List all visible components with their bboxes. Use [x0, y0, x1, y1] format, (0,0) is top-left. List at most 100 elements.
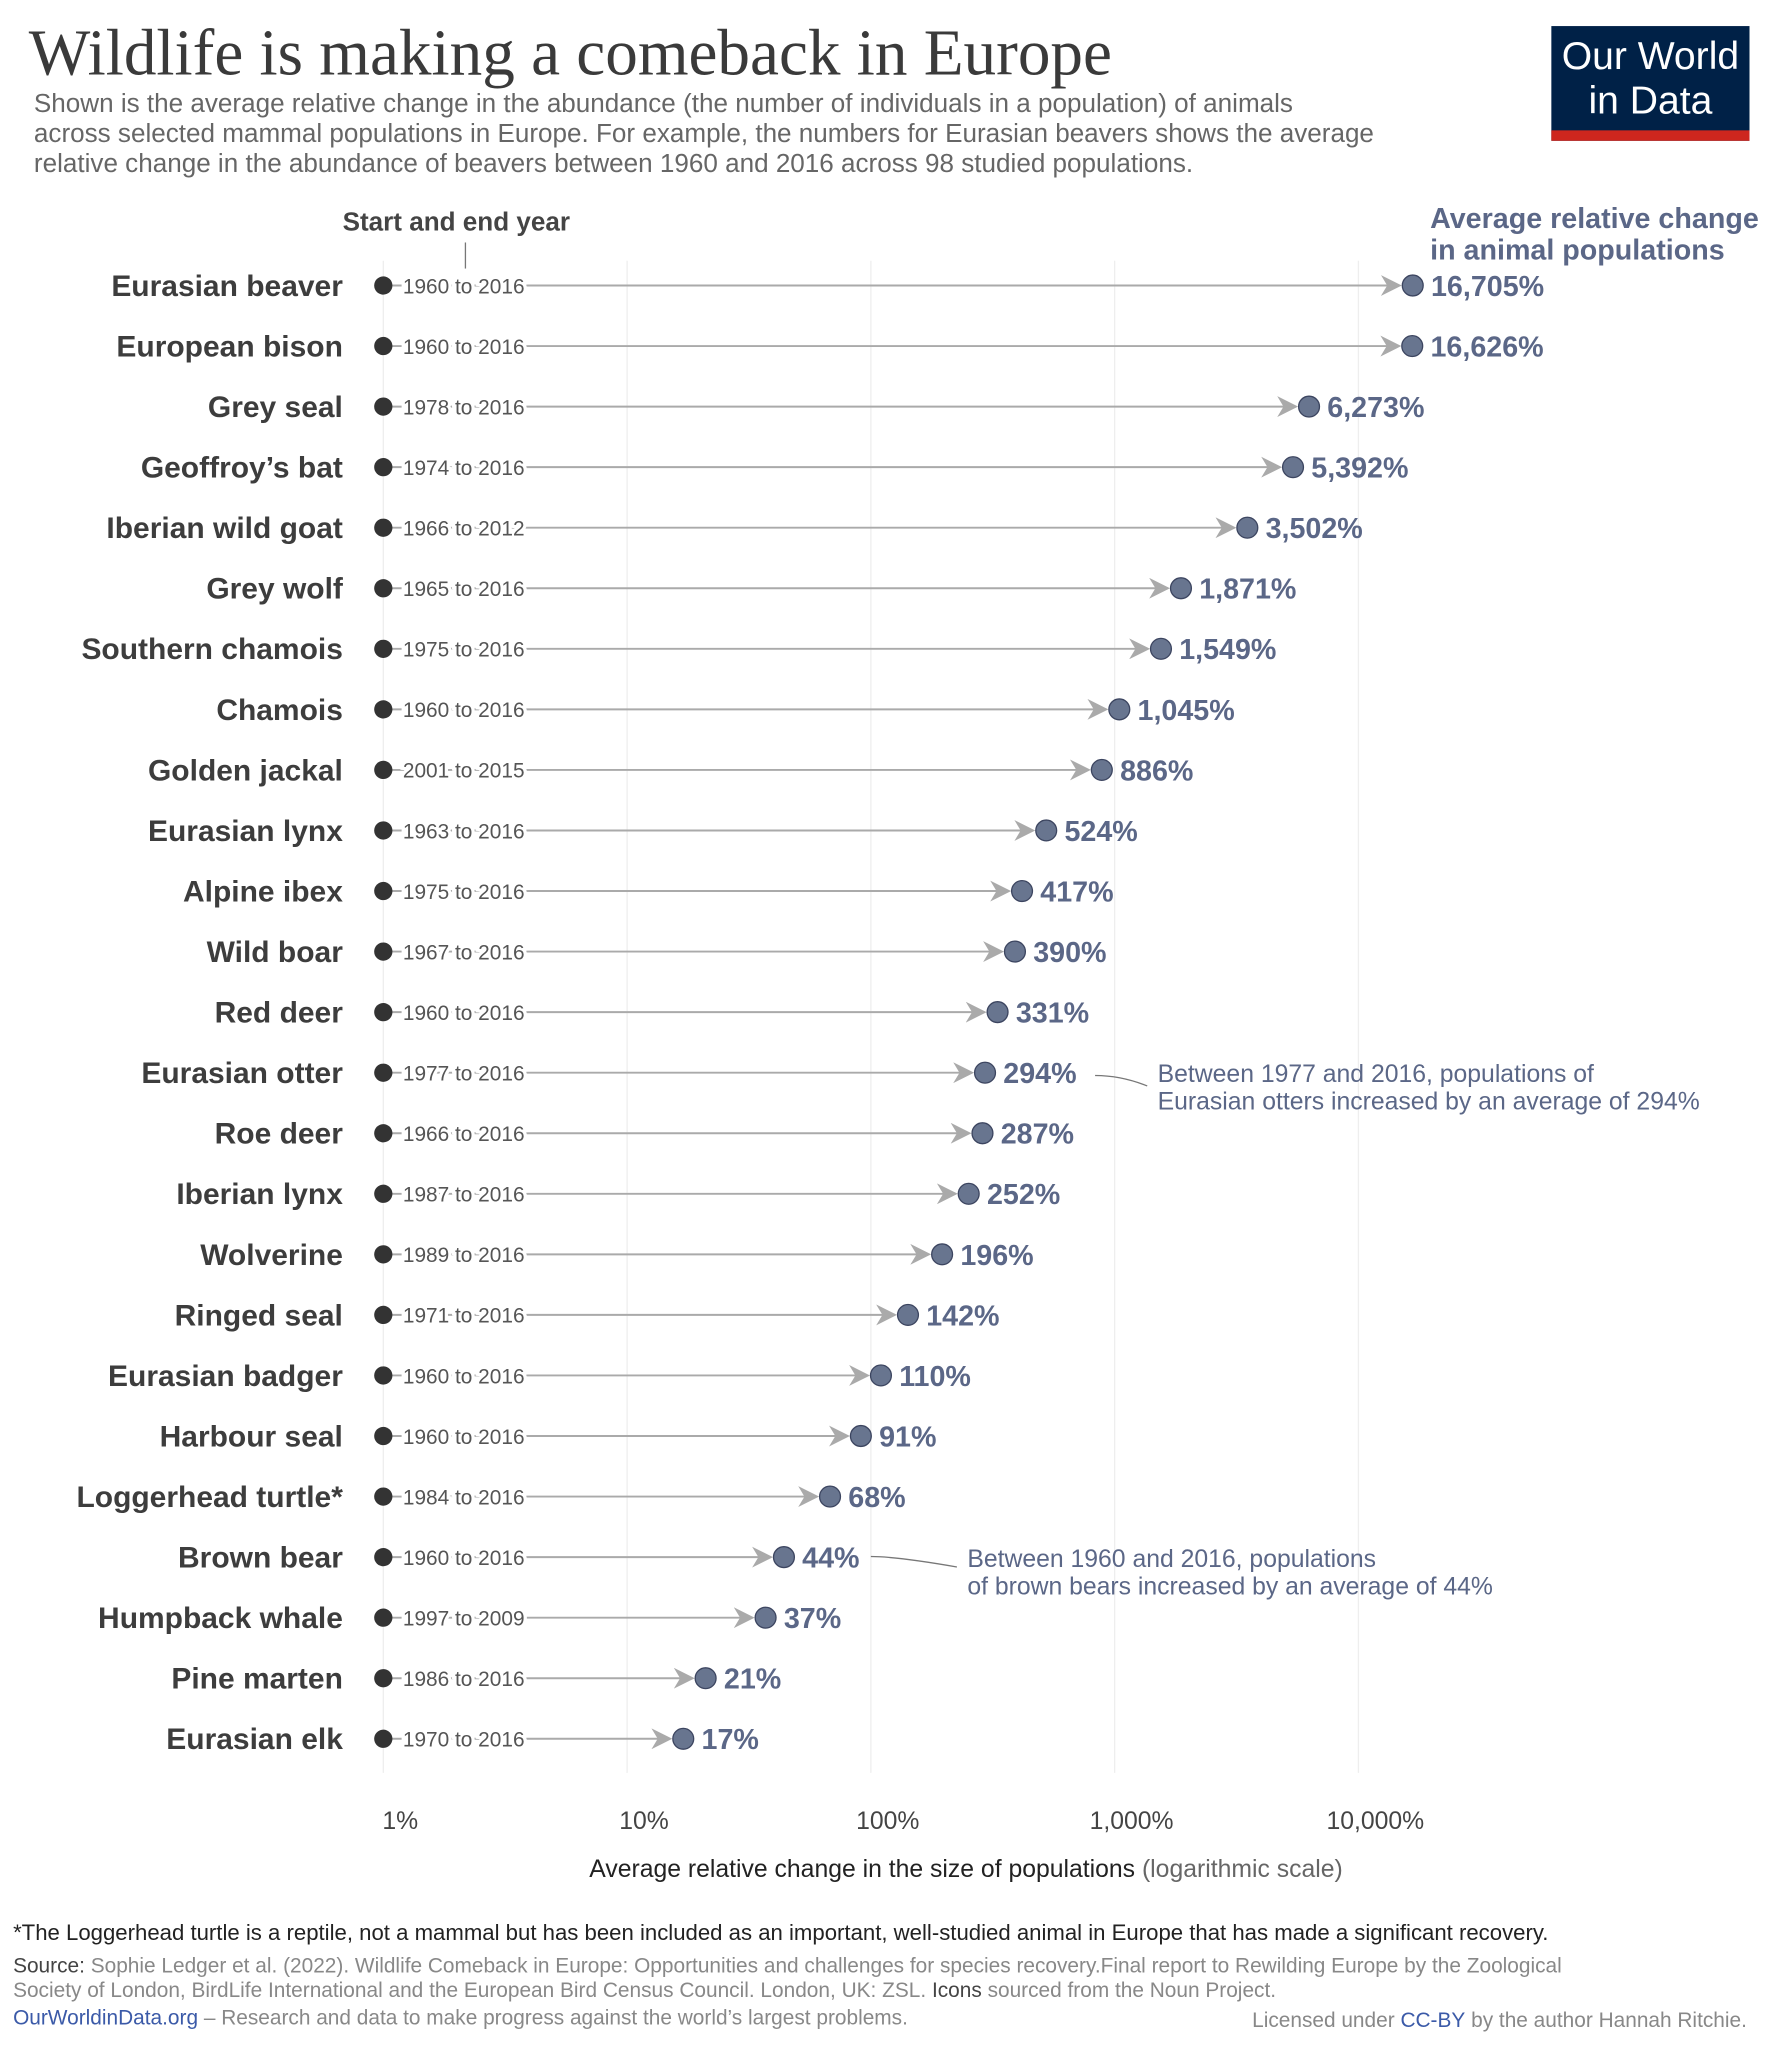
start-dot — [374, 1184, 393, 1203]
end-dot — [896, 1303, 920, 1326]
category-label: Alpine ibex — [183, 875, 343, 908]
end-dot — [869, 1364, 893, 1387]
value-label: 417% — [1040, 876, 1113, 908]
period-header: Start and end year — [343, 207, 570, 237]
period-label: 1974 to 2016 — [403, 457, 525, 480]
subtitle: Shown is the average relative change in … — [34, 88, 1293, 118]
category-label: European bison — [116, 330, 342, 363]
value-label: 287% — [1001, 1119, 1074, 1151]
end-dot — [1236, 516, 1259, 539]
value-label: 17% — [702, 1724, 759, 1756]
category-label: Ringed seal — [175, 1299, 343, 1332]
annotation: Eurasian otters increased by an average … — [1158, 1088, 1700, 1115]
end-dot — [1108, 698, 1131, 721]
value-label: 6,273% — [1327, 392, 1424, 424]
site-link[interactable]: OurWorldinData.org — [13, 2007, 198, 2030]
end-dot — [1401, 274, 1424, 297]
license-link[interactable]: CC-BY — [1400, 2009, 1465, 2032]
period-label: 1997 to 2009 — [403, 1607, 525, 1630]
start-dot — [374, 821, 393, 840]
start-dot — [374, 1003, 393, 1022]
value-label: 37% — [784, 1603, 841, 1635]
value-label: 44% — [802, 1543, 859, 1575]
period-label: 1967 to 2016 — [403, 941, 525, 964]
subtitle: across selected mammal populations in Eu… — [34, 118, 1374, 148]
period-label: 1987 to 2016 — [403, 1184, 525, 1207]
category-label: Red deer — [215, 997, 344, 1030]
start-dot — [374, 1366, 393, 1385]
period-label: 1978 to 2016 — [403, 396, 525, 419]
period-label: 1960 to 2016 — [403, 1547, 525, 1570]
site-text: – Research and data to make progress aga… — [204, 2007, 908, 2030]
start-dot — [374, 579, 393, 598]
value-label: 21% — [724, 1664, 781, 1696]
chart-title: Wildlife is making a comeback in Europe — [29, 17, 1112, 89]
icons-text: sourced from the Noun Project. — [988, 1979, 1276, 2002]
category-label: Roe deer — [215, 1118, 344, 1151]
start-dot — [374, 1305, 393, 1325]
start-dot — [374, 1063, 393, 1082]
annotation-connector — [870, 1555, 958, 1568]
period-label: 1963 to 2016 — [403, 820, 525, 843]
start-dot — [374, 639, 393, 658]
category-label: Pine marten — [171, 1663, 343, 1696]
value-label: 390% — [1033, 937, 1106, 969]
category-label: Grey wolf — [206, 573, 344, 606]
value-label: 1,045% — [1138, 695, 1235, 727]
value-header: Average relative change — [1430, 203, 1759, 235]
annotation: Between 1977 and 2016, populations of — [1158, 1061, 1594, 1088]
period-label: 2001 to 2015 — [403, 760, 525, 783]
period-label: 1965 to 2016 — [403, 578, 525, 601]
x-tick-label: 1,000% — [1090, 1808, 1174, 1835]
period-label: 1989 to 2016 — [403, 1244, 525, 1267]
value-label: 5,392% — [1311, 453, 1408, 485]
category-label: Eurasian otter — [141, 1057, 343, 1090]
period-label: 1970 to 2016 — [403, 1729, 525, 1752]
value-header: in animal populations — [1430, 234, 1725, 266]
license-post: by the author Hannah Ritchie. — [1471, 2009, 1747, 2032]
category-label: Chamois — [216, 694, 343, 727]
end-dot — [772, 1546, 796, 1569]
start-dot — [374, 1487, 393, 1506]
source-text: Society of London, BirdLife Internationa… — [13, 1979, 926, 2002]
value-label: 294% — [1003, 1058, 1076, 1090]
start-dot — [374, 1608, 393, 1627]
end-dot — [1090, 758, 1113, 782]
category-label: Loggerhead turtle* — [76, 1481, 343, 1514]
x-tick-label: 10% — [619, 1808, 669, 1835]
category-label: Eurasian beaver — [111, 270, 343, 303]
start-dot — [374, 881, 393, 901]
value-label: 524% — [1064, 816, 1137, 848]
period-label: 1975 to 2016 — [403, 881, 525, 904]
value-label: 196% — [960, 1240, 1033, 1272]
period-label: 1966 to 2012 — [403, 518, 525, 541]
start-dot — [374, 1729, 393, 1748]
period-label: 1960 to 2016 — [403, 1365, 525, 1388]
category-label: Golden jackal — [148, 754, 343, 787]
value-label: 110% — [899, 1361, 971, 1393]
category-label: Eurasian lynx — [148, 815, 343, 848]
end-dot — [1010, 879, 1034, 903]
period-label: 1986 to 2016 — [403, 1668, 525, 1691]
start-dot — [374, 1547, 393, 1567]
start-dot — [374, 336, 393, 356]
license-pre: Licensed under — [1252, 2009, 1395, 2032]
period-label: 1960 to 2016 — [403, 1426, 525, 1449]
period-label: 1977 to 2016 — [403, 1063, 525, 1086]
value-label: 886% — [1120, 755, 1193, 787]
period-label: 1975 to 2016 — [403, 639, 525, 662]
period-label: 1960 to 2016 — [403, 336, 525, 359]
end-dot — [849, 1424, 872, 1448]
category-label: Wolverine — [200, 1239, 343, 1272]
period-label: 1960 to 2016 — [403, 699, 525, 722]
period-label: 1960 to 2016 — [403, 1002, 525, 1025]
end-dot — [1003, 940, 1027, 963]
annotation-connector — [1095, 1074, 1148, 1087]
end-dot — [818, 1485, 842, 1508]
category-label: Southern chamois — [81, 633, 342, 666]
value-label: 331% — [1016, 998, 1089, 1030]
end-dot — [1035, 819, 1058, 842]
end-dot — [1281, 456, 1305, 479]
category-label: Eurasian elk — [166, 1723, 343, 1756]
